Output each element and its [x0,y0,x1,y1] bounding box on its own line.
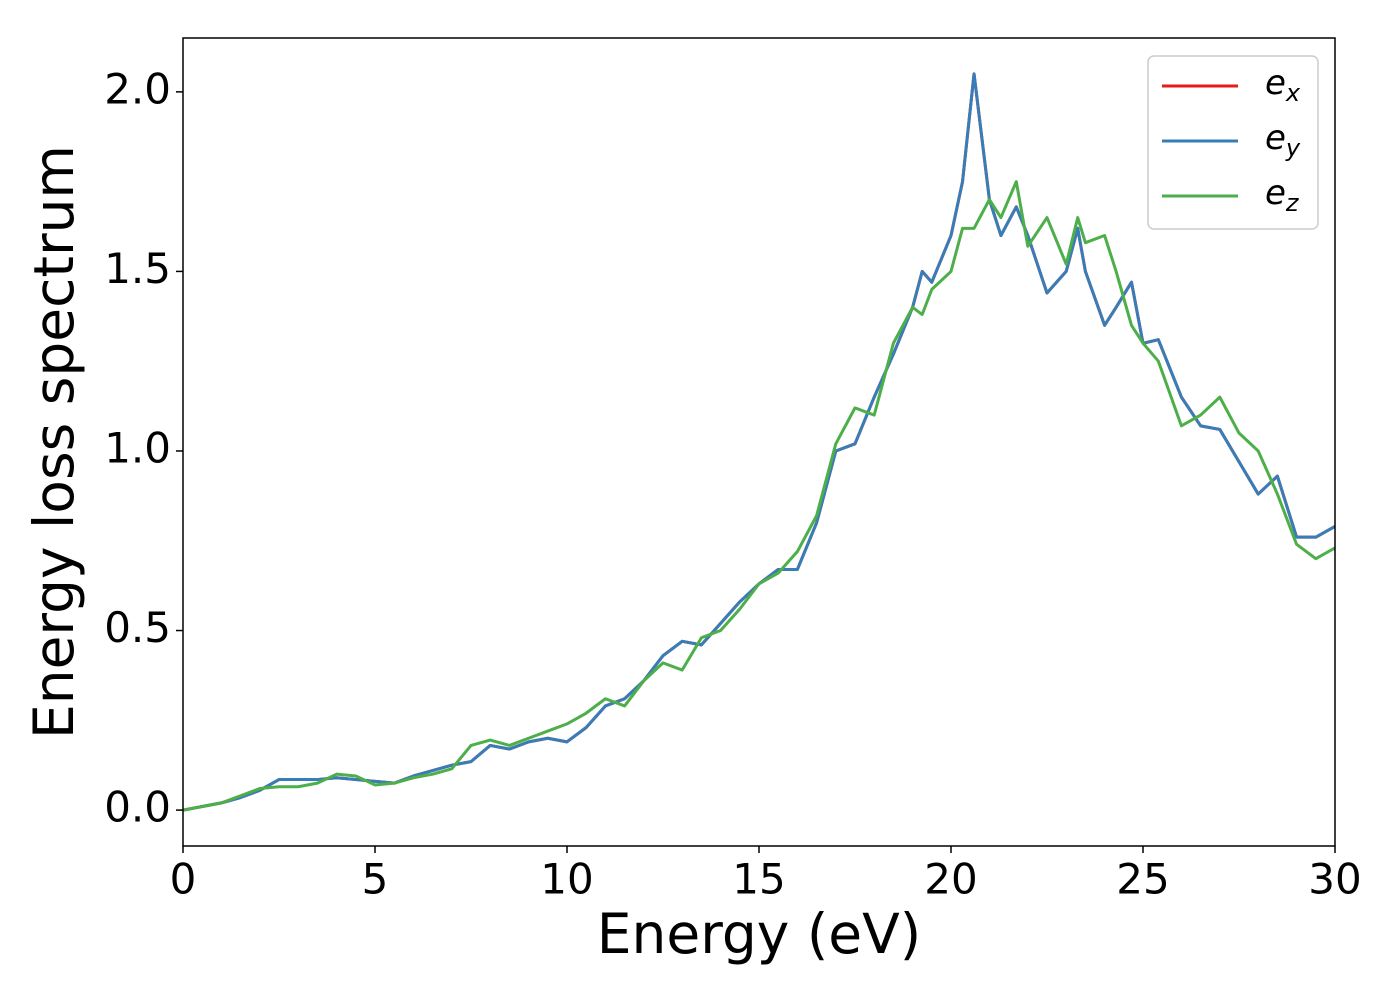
y-tick-label: 0.0 [104,783,171,832]
plot-frame [182,37,1336,847]
legend-label: ey [1265,118,1301,163]
y-tick-label: 1.0 [104,423,171,472]
x-tick-label: 15 [732,855,785,904]
x-tick-label: 25 [1116,855,1169,904]
legend-label: ex [1265,63,1301,108]
y-tick-label: 0.5 [104,603,171,652]
y-tick-label: 2.0 [104,64,171,113]
x-tick-label: 20 [924,855,977,904]
x-tick-label: 5 [362,855,389,904]
y-tick-label: 1.5 [104,244,171,293]
x-tick-label: 30 [1308,855,1361,904]
series-line [183,180,1335,812]
x-tick-label: 10 [540,855,593,904]
y-axis-label: Energy loss spectrum [22,145,86,739]
x-axis-label: Energy (eV) [597,902,921,966]
x-tick-label: 0 [170,855,197,904]
legend-label: ez [1265,173,1300,218]
